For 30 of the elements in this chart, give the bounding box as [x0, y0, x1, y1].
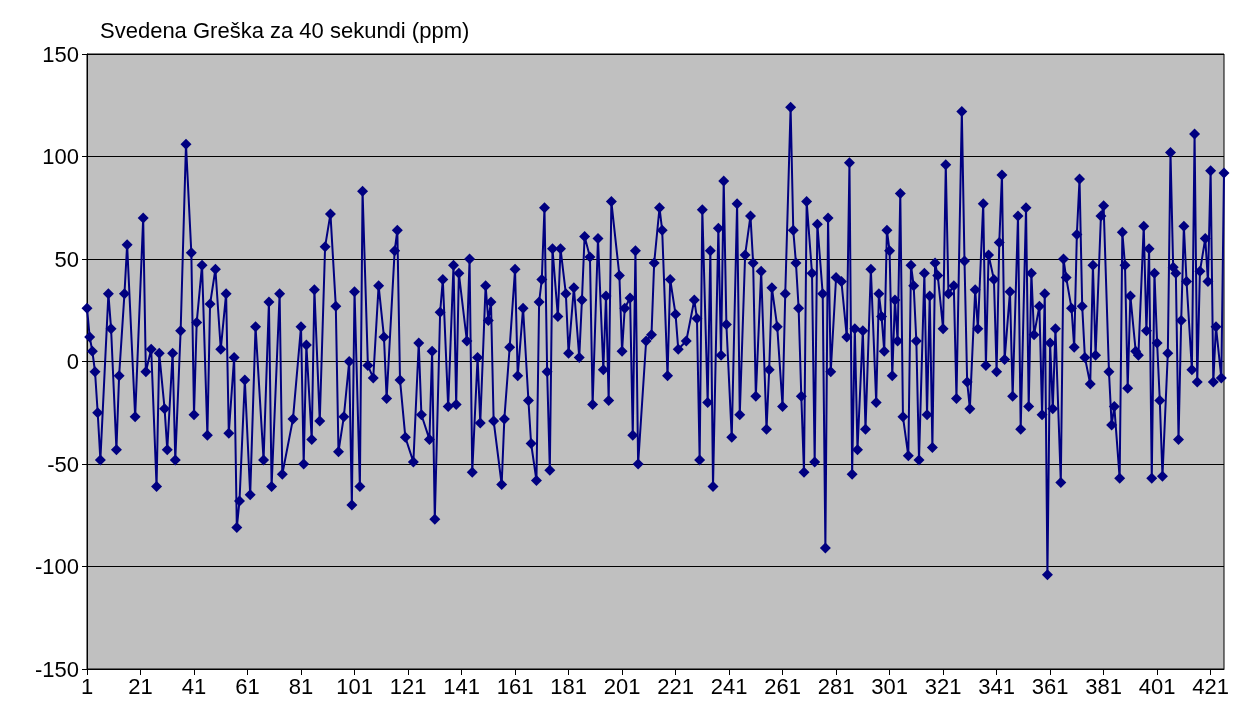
- x-tick-label: 81: [288, 673, 314, 699]
- x-tick-label: 221: [657, 673, 694, 699]
- y-tick-label: 150: [42, 41, 79, 67]
- x-tick-label: 1: [80, 673, 94, 699]
- x-tick-label: 241: [710, 673, 748, 699]
- x-tick-label: 121: [389, 673, 427, 699]
- x-tick-label: 41: [181, 673, 207, 699]
- chart-title: Svedena Greška za 40 sekundi (ppm): [100, 17, 470, 43]
- x-tick-label: 421: [1192, 673, 1229, 699]
- y-tick-label: 0: [66, 349, 79, 374]
- x-tick-label: 361: [1031, 673, 1069, 699]
- x-tick-label: 181: [550, 673, 587, 699]
- x-tick-label: 161: [496, 673, 534, 699]
- x-tick-label: 281: [817, 673, 855, 699]
- x-tick-label: 61: [235, 673, 260, 699]
- x-tick-label: 201: [603, 673, 641, 699]
- x-tick-label: 381: [1085, 673, 1122, 699]
- x-tick-label: 321: [924, 673, 962, 699]
- y-tick-label: 50: [54, 246, 79, 272]
- y-tick-label: -100: [34, 554, 79, 579]
- y-tick-label: -50: [47, 451, 79, 477]
- x-tick-label: 401: [1138, 673, 1176, 699]
- x-tick-label: 341: [978, 673, 1015, 699]
- x-tick-label: 261: [764, 673, 801, 699]
- x-tick-label: 141: [443, 673, 480, 699]
- y-tick-label: 100: [42, 144, 79, 169]
- y-tick-label: -150: [34, 656, 79, 682]
- x-tick-label: 21: [128, 673, 153, 699]
- x-tick-label: 101: [336, 673, 373, 699]
- x-tick-label: 301: [871, 673, 908, 699]
